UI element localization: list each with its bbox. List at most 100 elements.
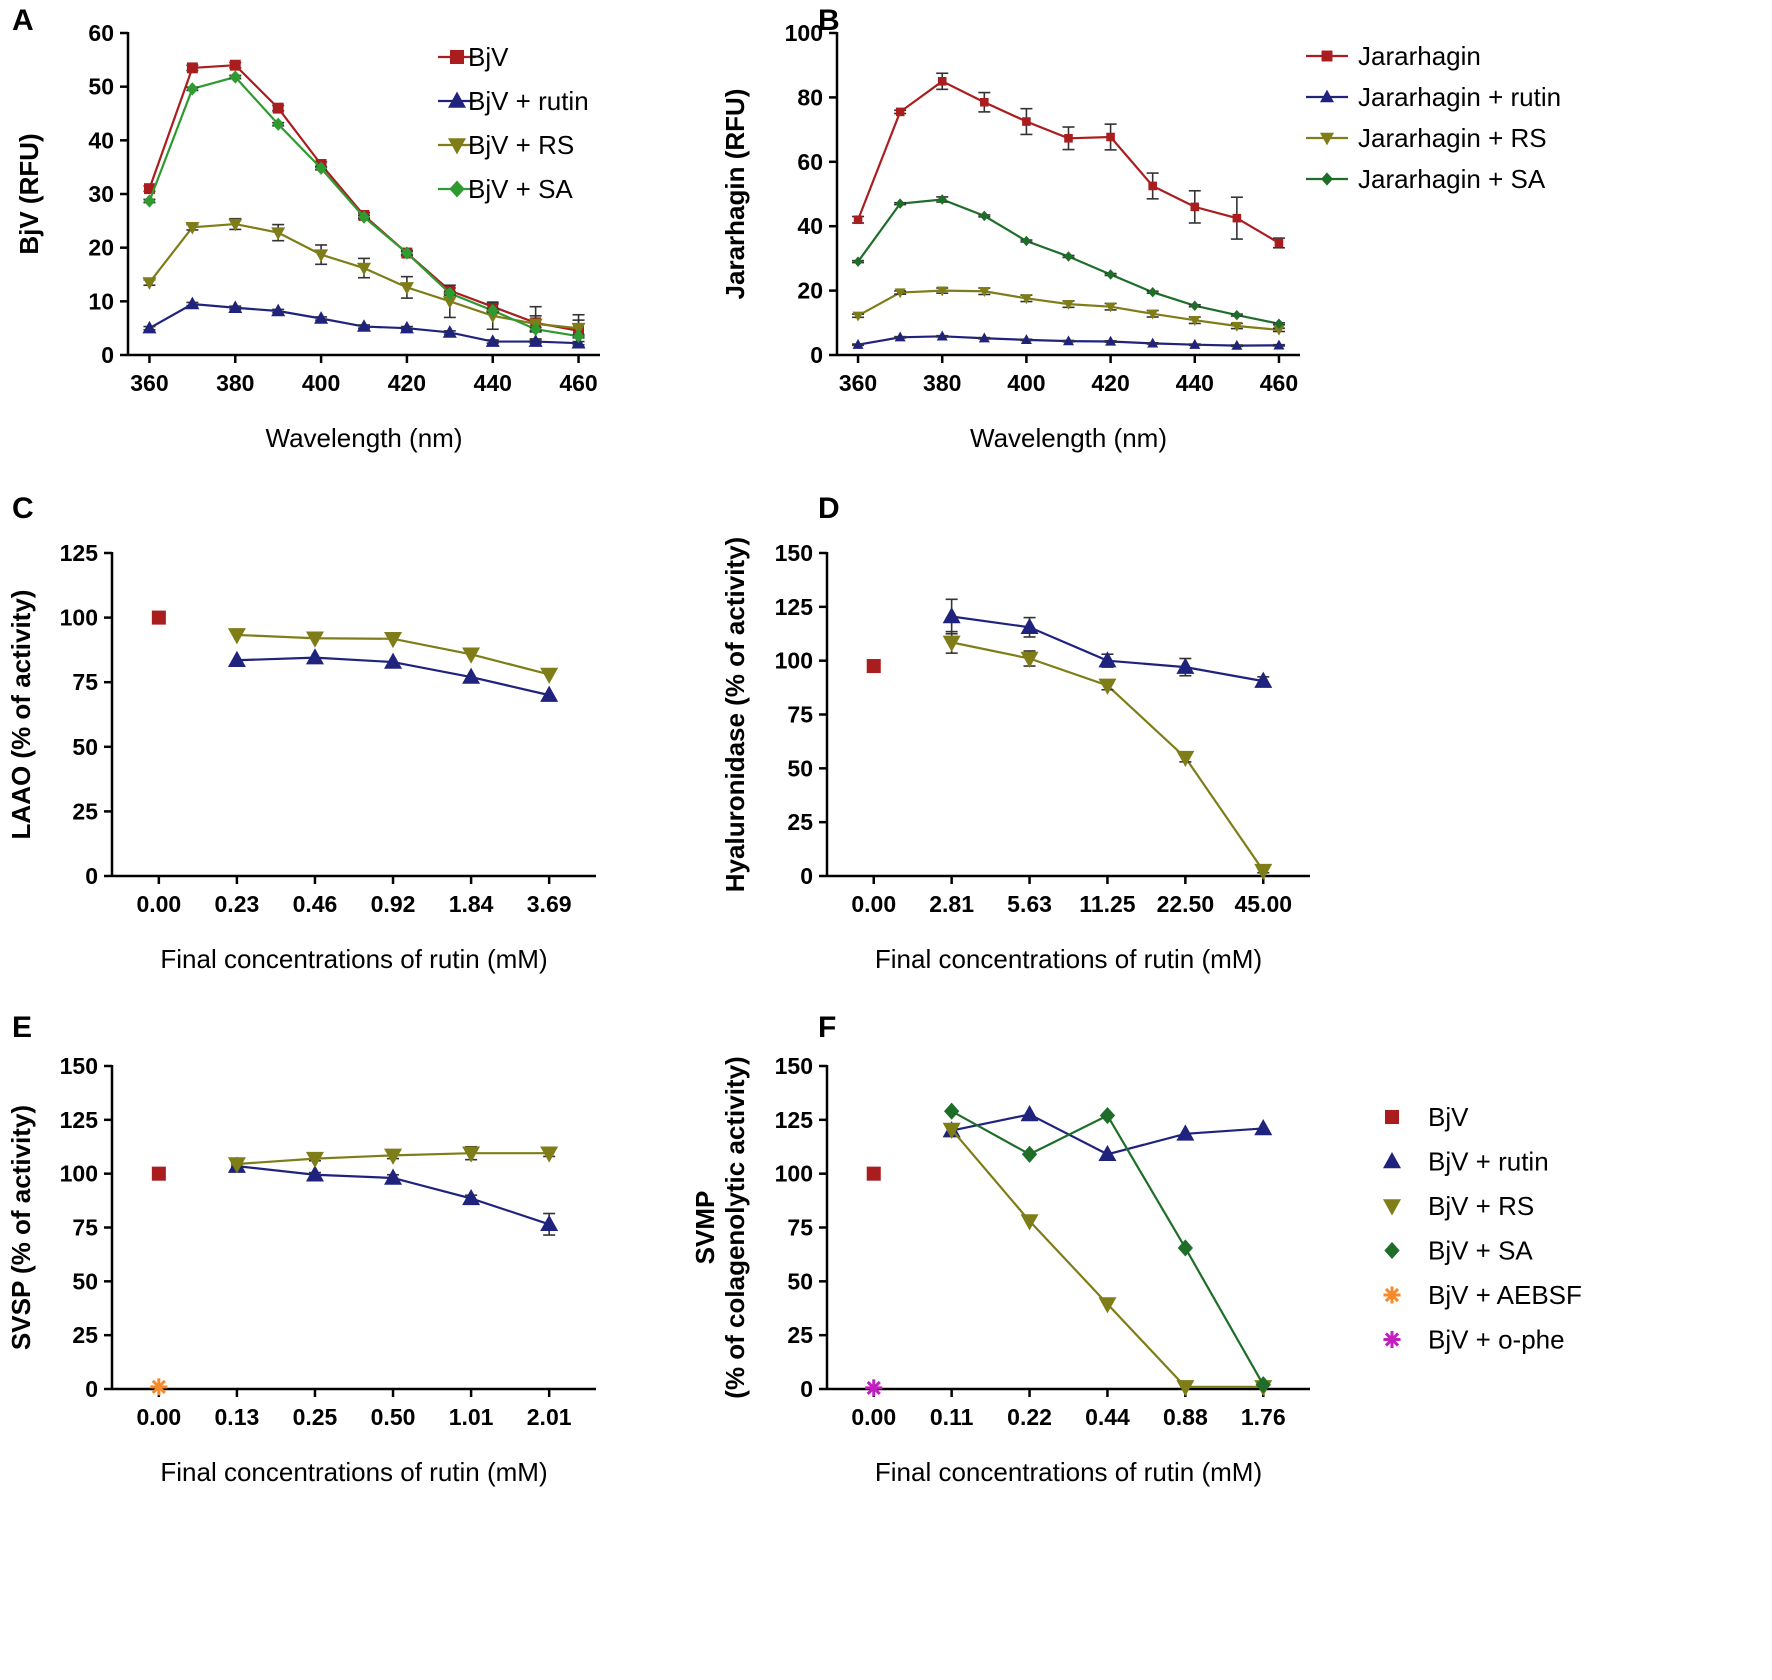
legend-item: BjV + RS — [438, 130, 574, 160]
data-point — [1105, 335, 1117, 346]
data-point — [1105, 269, 1116, 280]
data-point — [1020, 294, 1032, 305]
data-point — [305, 1151, 324, 1169]
data-point — [142, 320, 157, 334]
data-point — [384, 652, 403, 669]
data-point — [1106, 132, 1115, 142]
data-point — [399, 320, 414, 334]
data-point — [865, 1379, 883, 1397]
data-point — [980, 97, 989, 107]
x-axis-title: Wavelength (nm) — [266, 423, 463, 453]
data-point — [1273, 325, 1285, 336]
legend-label: Jararhagin + SA — [1358, 164, 1546, 194]
series-bjv-sa — [143, 70, 585, 343]
y-tick-label: 20 — [797, 278, 823, 304]
data-point — [540, 1146, 559, 1163]
x-tick-label: 2.81 — [929, 891, 974, 917]
panel-letter: E — [12, 1011, 32, 1044]
x-tick-label: 0.00 — [136, 891, 181, 917]
panel-e: E 0 25 50 75 100 125 150 0.00 0.13 0.25 0.50 1.01 2.0… — [6, 1011, 596, 1487]
y-tick-label: 50 — [787, 1268, 813, 1294]
y-tick-label: 80 — [797, 84, 823, 110]
x-tick-label: 1.76 — [1241, 1404, 1286, 1430]
data-point — [1231, 339, 1243, 350]
data-point — [1098, 1297, 1117, 1314]
y-tick-label: 125 — [775, 594, 814, 620]
y-tick-label: 75 — [72, 669, 98, 695]
panel-b: B 0 20 40 60 80 100 360 380 400 420 440 460 Wavelengt… — [720, 4, 1561, 453]
data-point — [143, 183, 155, 195]
data-point — [978, 287, 990, 298]
data-point — [853, 256, 863, 267]
x-tick-label: 0.22 — [1007, 1404, 1052, 1430]
series-bjv-rs — [942, 630, 1273, 881]
series-bjv-rs — [227, 628, 559, 684]
legend: BjV BjV + rutin BjV + RS BjV + SA — [438, 42, 589, 204]
y-tick-label: 100 — [775, 1161, 813, 1187]
series-bjv-rs — [942, 1122, 1273, 1397]
legend-marker — [1383, 1286, 1401, 1304]
y-tick-label: 150 — [60, 1053, 98, 1079]
legend-marker — [448, 91, 466, 108]
data-point — [151, 610, 166, 625]
series-bjv-rutin — [227, 1156, 559, 1236]
data-point — [1189, 316, 1201, 326]
data-point — [357, 319, 371, 332]
y-axis-title: SVSP (% of activity) — [6, 1105, 36, 1350]
legend-marker — [1384, 1109, 1400, 1125]
data-point — [936, 286, 948, 297]
x-tick-label: 0.50 — [371, 1404, 416, 1430]
x-tick-label: 0.44 — [1085, 1404, 1130, 1430]
x-tick-label: 400 — [302, 370, 340, 396]
data-point — [895, 107, 905, 117]
legend-label: BjV + RS — [468, 130, 574, 160]
data-point — [937, 77, 947, 86]
data-point — [227, 628, 246, 645]
legend-item: BjV — [438, 42, 509, 72]
series-bjv-rutin — [227, 648, 559, 702]
series-bjv — [866, 659, 881, 674]
data-point — [271, 303, 286, 317]
x-tick-label: 420 — [1091, 370, 1129, 396]
data-point — [943, 1102, 960, 1120]
data-point — [227, 1157, 246, 1174]
x-tick-label: 380 — [923, 370, 961, 396]
data-point — [979, 210, 989, 222]
x-tick-label: 11.25 — [1079, 891, 1135, 917]
data-point — [442, 296, 457, 309]
x-axis-title: Final concentrations of rutin (mM) — [875, 1457, 1262, 1487]
legend-label: Jararhagin + rutin — [1358, 82, 1561, 112]
data-point — [978, 332, 990, 343]
data-point — [529, 322, 542, 336]
legend-item: BjV + rutin — [1383, 1147, 1549, 1177]
legend-item: Jararhagin + RS — [1306, 123, 1547, 153]
data-point — [1231, 321, 1243, 332]
series-line — [857, 80, 1280, 244]
data-point — [399, 282, 414, 295]
y-tick-label: 20 — [88, 235, 114, 261]
x-tick-label: 360 — [130, 370, 168, 396]
data-point — [894, 288, 906, 299]
legend-label: BjV — [468, 42, 509, 72]
legend-item: Jararhagin + SA — [1306, 164, 1546, 194]
data-point — [852, 311, 864, 322]
data-point — [1020, 617, 1039, 635]
data-point — [1064, 134, 1073, 143]
y-tick-label: 30 — [88, 181, 114, 207]
panel-letter: B — [818, 4, 840, 37]
legend-marker — [1320, 132, 1334, 146]
data-point — [866, 1166, 881, 1181]
data-point — [227, 650, 246, 667]
legend-marker — [1321, 172, 1333, 186]
data-point — [1105, 302, 1117, 313]
data-point — [462, 647, 481, 664]
data-point — [185, 296, 200, 310]
data-point — [271, 227, 286, 240]
y-axis-title: LAAO (% of activity) — [6, 590, 36, 840]
data-point — [228, 300, 243, 314]
legend-label: BjV — [1428, 1102, 1469, 1132]
data-point — [1063, 335, 1074, 346]
legend-label: BjV + rutin — [1428, 1147, 1549, 1177]
legend-label: Jararhagin — [1358, 41, 1481, 71]
data-point — [1232, 213, 1242, 223]
